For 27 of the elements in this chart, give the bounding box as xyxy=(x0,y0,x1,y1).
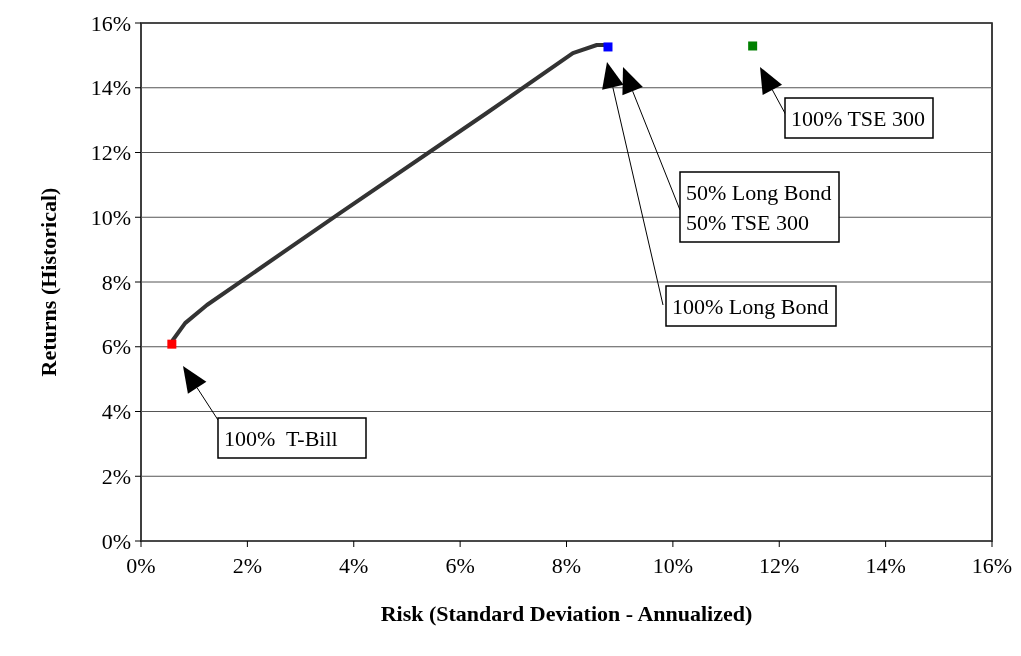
y-tick-label: 2% xyxy=(101,463,131,489)
point xyxy=(603,42,613,52)
annotation: 100% T-Bill xyxy=(224,426,338,451)
annotation: 100% TSE 300 xyxy=(791,106,926,131)
x-tick-label: 6% xyxy=(445,553,475,578)
x-tick-label: 2% xyxy=(232,553,263,578)
y-tick-label: 14% xyxy=(90,75,131,101)
y-tick-label: 6% xyxy=(101,334,131,360)
point xyxy=(748,41,758,51)
y-tick-label: 4% xyxy=(101,399,131,425)
y-axis-title: Returns (Historical) xyxy=(36,187,61,377)
x-axis-title: Risk (Standard Deviation - Annualized) xyxy=(380,601,753,626)
x-tick-label: 4% xyxy=(339,553,369,578)
x-tick-label: 10% xyxy=(652,553,694,578)
x-tick-label: 0% xyxy=(126,553,156,578)
point xyxy=(167,339,177,349)
annotation: 50% Long Bond 50% TSE 300 xyxy=(686,180,832,235)
y-tick-label: 8% xyxy=(101,269,131,295)
annotation: 100% Long Bond xyxy=(672,294,829,319)
y-tick-label: 12% xyxy=(90,140,131,166)
x-tick-label: 16% xyxy=(971,553,1013,578)
x-tick-label: 12% xyxy=(759,553,800,578)
x-tick-label: 8% xyxy=(551,553,582,578)
y-tick-label: 16% xyxy=(90,10,131,36)
y-tick-label: 10% xyxy=(90,204,131,230)
y-tick-label: 0% xyxy=(101,528,131,554)
x-tick-label: 14% xyxy=(865,553,906,578)
